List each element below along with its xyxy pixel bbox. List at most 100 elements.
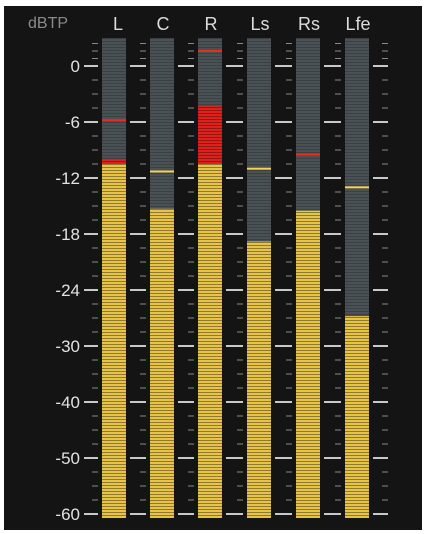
major-tick (84, 401, 98, 403)
minor-tick (237, 205, 243, 207)
minor-tick (188, 471, 194, 473)
major-tick (324, 513, 341, 515)
minor-tick (335, 499, 341, 501)
major-tick (84, 65, 98, 67)
peak-hold-l (102, 119, 126, 122)
minor-tick (140, 93, 146, 95)
minor-tick (382, 499, 388, 501)
minor-tick (140, 191, 146, 193)
minor-tick (140, 275, 146, 277)
minor-tick (188, 219, 194, 221)
minor-tick (92, 275, 98, 277)
minor-tick (188, 191, 194, 193)
minor-tick (188, 485, 194, 487)
peak-hold-r (198, 50, 222, 52)
major-tick (130, 233, 146, 235)
major-tick (226, 121, 243, 123)
major-tick (324, 345, 341, 347)
minor-tick (335, 191, 341, 193)
major-tick (373, 401, 388, 403)
minor-tick (188, 359, 194, 361)
major-tick (226, 233, 243, 235)
minor-tick (140, 135, 146, 137)
minor-tick (140, 163, 146, 165)
major-tick (275, 177, 292, 179)
minor-tick (92, 191, 98, 193)
minor-tick (237, 58, 243, 59)
major-tick (275, 345, 292, 347)
minor-tick (92, 163, 98, 165)
minor-tick (335, 261, 341, 263)
minor-tick (335, 205, 341, 207)
minor-tick (382, 219, 388, 221)
minor-tick (237, 471, 243, 473)
over-l (102, 159, 126, 164)
channel-label-rs: Rs (298, 14, 320, 34)
minor-tick (382, 149, 388, 151)
major-tick (178, 513, 194, 515)
minor-tick (335, 43, 341, 44)
minor-tick (286, 79, 292, 81)
minor-tick (335, 387, 341, 389)
minor-tick (382, 485, 388, 487)
major-tick (373, 121, 388, 123)
minor-tick (140, 107, 146, 109)
major-tick (373, 65, 388, 67)
major-tick (178, 177, 194, 179)
minor-tick (92, 387, 98, 389)
peak-hold-c (150, 170, 174, 173)
minor-tick (237, 387, 243, 389)
minor-tick (286, 205, 292, 207)
minor-tick (335, 485, 341, 487)
major-tick (84, 121, 98, 123)
minor-tick (92, 261, 98, 263)
major-tick (226, 65, 243, 67)
minor-tick (237, 163, 243, 165)
minor-tick (140, 303, 146, 305)
minor-tick (286, 485, 292, 487)
minor-tick (140, 373, 146, 375)
minor-tick (286, 303, 292, 305)
minor-tick (188, 93, 194, 95)
major-tick (178, 345, 194, 347)
minor-tick (92, 149, 98, 151)
minor-tick (335, 429, 341, 431)
minor-tick (92, 317, 98, 319)
minor-tick (286, 499, 292, 501)
major-tick (324, 233, 341, 235)
major-tick (130, 289, 146, 291)
minor-tick (286, 429, 292, 431)
major-tick (226, 289, 243, 291)
minor-tick (382, 331, 388, 333)
minor-tick (382, 79, 388, 81)
scale-label-m30: -30 (55, 337, 80, 356)
major-tick (178, 289, 194, 291)
scale-label-m24: -24 (55, 281, 80, 300)
major-tick (324, 121, 341, 123)
major-tick (178, 457, 194, 459)
channel-label-lfe: Lfe (345, 14, 371, 34)
minor-tick (92, 93, 98, 95)
major-tick (373, 289, 388, 291)
minor-tick (286, 471, 292, 473)
minor-tick (92, 79, 98, 81)
minor-tick (335, 50, 341, 52)
level-l (102, 164, 126, 518)
minor-tick (92, 471, 98, 473)
minor-tick (382, 135, 388, 137)
minor-tick (286, 58, 292, 59)
minor-tick (140, 331, 146, 333)
minor-tick (286, 163, 292, 165)
minor-tick (382, 429, 388, 431)
minor-tick (92, 205, 98, 207)
minor-tick (237, 50, 243, 52)
minor-tick (188, 135, 194, 137)
minor-tick (382, 93, 388, 95)
minor-tick (335, 79, 341, 81)
major-tick (84, 457, 98, 459)
minor-tick (140, 58, 146, 59)
minor-tick (335, 359, 341, 361)
major-tick (178, 233, 194, 235)
minor-tick (382, 303, 388, 305)
minor-tick (188, 58, 194, 59)
